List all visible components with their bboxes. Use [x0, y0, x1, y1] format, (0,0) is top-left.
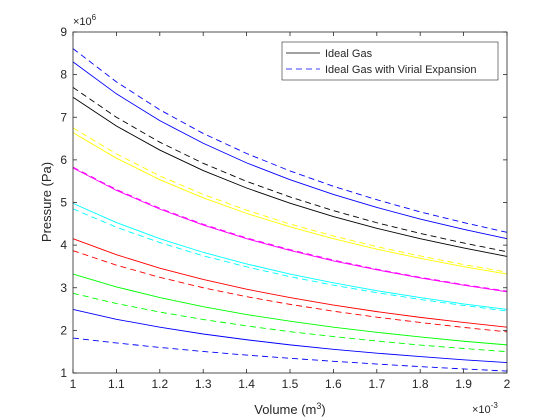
x-tick-label-9: 1.9	[455, 377, 472, 391]
series-line-11-dashed	[72, 127, 508, 273]
series-line-15-dashed	[72, 48, 508, 233]
y-tick-label-6: 7	[60, 110, 67, 124]
y-tick-label-2: 3	[60, 281, 67, 295]
x-tick-label-5: 1.5	[282, 377, 299, 391]
x-axis-label-end: )	[321, 402, 325, 417]
series-line-3-dashed	[72, 292, 508, 353]
plot-frame	[72, 31, 508, 374]
x-axis-label-sup: 3	[316, 401, 321, 411]
y-axis-label: Pressure (Pa)	[39, 162, 54, 242]
series-line-13-dashed	[72, 87, 508, 253]
x-tick-label-2: 1.2	[151, 377, 168, 391]
legend: Ideal Gas Ideal Gas with Virial Expansio…	[281, 41, 499, 81]
legend-label-ideal-gas: Ideal Gas	[325, 48, 373, 60]
series-line-9-dashed	[72, 166, 508, 292]
y-tick-label-5: 6	[60, 153, 67, 167]
y-tick-label-4: 5	[60, 196, 67, 210]
series-line-10-solid	[72, 132, 508, 275]
plot-area	[73, 32, 507, 373]
series-line-8-solid	[72, 167, 508, 293]
x-tick-label-7: 1.7	[368, 377, 385, 391]
y-tick-label-1: 2	[60, 323, 67, 337]
x-exponent-label: ×10-3	[472, 401, 498, 416]
y-axis-ticks: 1 2 3 4 5 6 7 8 9	[60, 25, 507, 380]
series-line-14-solid	[72, 61, 508, 240]
legend-label-virial: Ideal Gas with Virial Expansion	[325, 64, 476, 76]
x-exponent-base: ×10	[472, 404, 491, 416]
x-tick-label-10: 2	[504, 377, 511, 391]
y-exponent-base: ×10	[73, 16, 92, 28]
x-tick-label-4: 1.4	[238, 377, 255, 391]
y-tick-label-7: 8	[60, 68, 67, 82]
x-tick-label-0: 1	[70, 377, 77, 391]
series-line-2-solid	[72, 273, 508, 346]
x-tick-label-1: 1.1	[108, 377, 125, 391]
series-line-12-solid	[72, 96, 508, 257]
series-layer	[72, 48, 508, 372]
y-tick-label-8: 9	[60, 25, 67, 39]
x-axis-label-text: Volume (m	[254, 402, 316, 417]
y-tick-label-3: 4	[60, 238, 67, 252]
series-line-1-dashed	[72, 337, 508, 372]
x-axis-ticks: 1 1.1 1.2 1.3 1.4 1.5 1.6 1.7 1.8 1.9 2	[70, 32, 511, 391]
legend-box	[281, 41, 499, 81]
y-tick-label-0: 1	[60, 366, 67, 380]
series-line-6-solid	[72, 202, 508, 310]
x-tick-label-3: 1.3	[195, 377, 212, 391]
series-line-0-solid	[72, 309, 508, 364]
x-tick-label-8: 1.8	[412, 377, 429, 391]
x-axis-label: Volume (m3)	[254, 401, 326, 417]
x-exponent-power: -3	[491, 401, 499, 410]
series-line-5-dashed	[72, 250, 508, 333]
y-exponent-label: ×106	[73, 13, 97, 28]
series-line-4-solid	[72, 238, 508, 328]
x-tick-label-6: 1.6	[325, 377, 342, 391]
series-line-7-dashed	[72, 208, 508, 312]
y-exponent-power: 6	[92, 13, 97, 22]
